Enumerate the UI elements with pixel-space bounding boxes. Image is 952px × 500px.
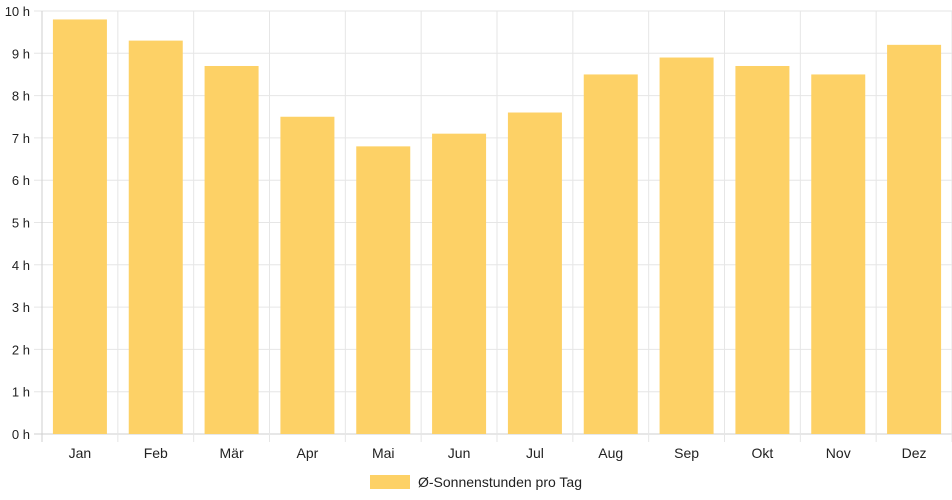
y-tick-label: 10 h xyxy=(5,4,30,19)
legend[interactable]: Ø-Sonnenstunden pro Tag xyxy=(0,472,952,492)
bar-mai[interactable] xyxy=(356,146,411,435)
x-axis-ticks: Jan Feb Mär Apr Mai Jun Jul Aug Sep Okt Nov Dez xyxy=(69,445,927,461)
x-tick-label: Dez xyxy=(902,445,927,461)
y-tick-label: 4 h xyxy=(12,258,30,273)
y-tick-label: 5 h xyxy=(12,216,30,231)
x-tick-label: Jun xyxy=(448,445,471,461)
bars xyxy=(52,19,942,435)
y-tick-label: 3 h xyxy=(12,300,30,315)
x-tick-label: Aug xyxy=(598,445,623,461)
y-tick-label: 7 h xyxy=(12,131,30,146)
x-tick-label: Sep xyxy=(674,445,699,461)
x-tick-label: Apr xyxy=(297,445,319,461)
x-tick-label: Feb xyxy=(144,445,168,461)
bar-apr[interactable] xyxy=(280,116,335,434)
y-tick-label: 0 h xyxy=(12,427,30,442)
x-tick-label: Mär xyxy=(220,445,244,461)
y-tick-label: 1 h xyxy=(12,385,30,400)
bar-feb[interactable] xyxy=(128,40,183,435)
bar-mär[interactable] xyxy=(204,65,259,435)
x-tick-label: Okt xyxy=(752,445,774,461)
bar-jun[interactable] xyxy=(432,133,487,435)
bar-nov[interactable] xyxy=(811,74,866,434)
legend-swatch xyxy=(370,475,410,489)
y-tick-label: 8 h xyxy=(12,89,30,104)
y-axis-ticks: 0 h 1 h 2 h 3 h 4 h 5 h 6 h 7 h 8 h 9 h 10 h xyxy=(5,4,30,442)
legend-label: Ø-Sonnenstunden pro Tag xyxy=(418,474,582,490)
x-tick-label: Mai xyxy=(372,445,395,461)
y-tick-label: 6 h xyxy=(12,173,30,188)
y-tick-label: 2 h xyxy=(12,342,30,357)
bar-dez[interactable] xyxy=(887,44,942,435)
y-tick-label: 9 h xyxy=(12,46,30,61)
bar-jan[interactable] xyxy=(52,19,107,435)
bar-jul[interactable] xyxy=(507,112,562,435)
x-tick-label: Nov xyxy=(826,445,851,461)
x-tick-label: Jan xyxy=(69,445,92,461)
bar-okt[interactable] xyxy=(735,65,790,435)
x-tick-label: Jul xyxy=(526,445,544,461)
bar-chart: 0 h 1 h 2 h 3 h 4 h 5 h 6 h 7 h 8 h 9 h 10 h Jan Fe… xyxy=(5,4,952,461)
bar-sep[interactable] xyxy=(659,57,714,434)
bar-aug[interactable] xyxy=(583,74,638,434)
grid-lines xyxy=(34,10,952,442)
